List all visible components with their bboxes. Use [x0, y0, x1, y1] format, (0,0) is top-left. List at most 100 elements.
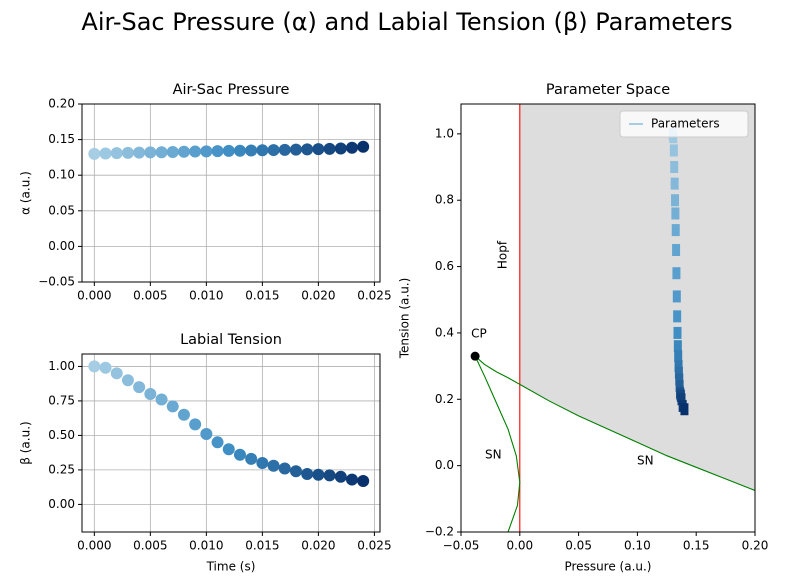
- marker: [673, 310, 682, 323]
- bifurcation-line: [474, 355, 755, 492]
- x-tick-label: −0.05: [443, 539, 480, 553]
- x-axis-label: Time (s): [206, 560, 256, 574]
- marker: [673, 340, 682, 353]
- marker: [88, 147, 101, 160]
- axes-frame: [81, 103, 381, 283]
- marker: [345, 473, 358, 486]
- point: [470, 351, 480, 361]
- marker: [312, 143, 325, 156]
- plot-area: [82, 104, 380, 282]
- x-tick-label: 0.00: [506, 539, 533, 553]
- x-tick-label: 0.020: [301, 539, 335, 553]
- axes-title: Parameter Space: [546, 82, 670, 98]
- marker: [166, 400, 179, 413]
- marker: [312, 468, 325, 481]
- marker: [278, 462, 291, 475]
- x-tick-label: 0.10: [624, 539, 651, 553]
- x-tick-label: 0.20: [742, 539, 769, 553]
- y-tick-label: 0.4: [435, 325, 454, 339]
- x-tick-label: 0.025: [357, 289, 391, 303]
- marker: [334, 142, 347, 155]
- y-tick-label: 0.6: [435, 259, 454, 273]
- marker: [323, 469, 336, 482]
- marker: [245, 144, 258, 157]
- y-tick-label: 0.00: [48, 497, 75, 511]
- marker: [88, 360, 101, 373]
- marker: [301, 143, 314, 156]
- line-label: SN: [485, 448, 502, 462]
- marker: [671, 224, 680, 237]
- marker: [155, 393, 168, 406]
- x-tick-label: 0.000: [77, 539, 111, 553]
- y-tick-label: 1.00: [48, 359, 75, 373]
- point-label: CP: [471, 327, 487, 341]
- axes-title: Labial Tension: [180, 332, 282, 348]
- y-axis-label: α (a.u.): [19, 171, 33, 215]
- x-tick-label: 0.15: [683, 539, 710, 553]
- marker: [677, 393, 686, 406]
- marker: [211, 436, 224, 449]
- marker: [680, 403, 689, 416]
- marker: [289, 465, 302, 478]
- legend: [619, 110, 749, 138]
- marker: [672, 243, 681, 256]
- marker: [144, 146, 157, 159]
- marker: [222, 144, 235, 157]
- bifurcation-line: [474, 355, 521, 532]
- marker: [211, 145, 224, 158]
- x-tick-label: 0.020: [301, 289, 335, 303]
- marker: [166, 145, 179, 158]
- figure-title: Air-Sac Pressure (α) and Labial Tension …: [81, 8, 732, 36]
- marker: [289, 143, 302, 156]
- marker: [669, 144, 678, 157]
- marker: [670, 161, 679, 174]
- y-tick-label: 0.05: [48, 203, 75, 217]
- marker: [233, 448, 246, 461]
- marker: [267, 144, 280, 157]
- axes-title: Air-Sac Pressure: [173, 82, 290, 98]
- marker: [675, 380, 684, 393]
- x-tick-label: 0.010: [189, 289, 223, 303]
- marker: [133, 381, 146, 394]
- marker: [256, 144, 269, 157]
- y-tick-label: 0.2: [435, 392, 454, 406]
- marker: [674, 366, 683, 379]
- marker: [345, 141, 358, 154]
- marker: [200, 428, 213, 441]
- marker: [672, 267, 681, 280]
- marker: [133, 146, 146, 159]
- x-tick-label: 0.000: [77, 289, 111, 303]
- marker: [155, 146, 168, 159]
- y-tick-label: 0.10: [48, 168, 75, 182]
- marker: [674, 360, 683, 373]
- marker: [674, 350, 683, 363]
- marker: [144, 388, 157, 401]
- marker: [278, 143, 291, 156]
- y-tick-label: 1.0: [435, 126, 454, 140]
- legend-label: Parameters: [651, 117, 720, 131]
- x-tick-label: 0.015: [245, 539, 279, 553]
- marker: [671, 207, 680, 220]
- x-tick-label: 0.015: [245, 289, 279, 303]
- marker: [99, 361, 112, 374]
- x-tick-label: 0.010: [189, 539, 223, 553]
- x-tick-label: 0.05: [565, 539, 592, 553]
- line-label: SN: [637, 454, 654, 468]
- marker: [222, 443, 235, 456]
- plot-area: [474, 104, 755, 532]
- marker: [189, 418, 202, 431]
- marker: [671, 194, 680, 207]
- y-tick-label: 0.75: [48, 393, 75, 407]
- marker: [110, 147, 123, 160]
- marker: [256, 457, 269, 470]
- x-tick-label: 0.005: [133, 289, 167, 303]
- marker: [177, 145, 190, 158]
- y-tick-label: 0.15: [48, 132, 75, 146]
- marker: [189, 145, 202, 158]
- y-tick-label: 0.0: [435, 458, 454, 472]
- axes-frame: [460, 103, 756, 533]
- marker: [245, 452, 258, 465]
- marker: [233, 144, 246, 157]
- plot-area: [82, 354, 380, 532]
